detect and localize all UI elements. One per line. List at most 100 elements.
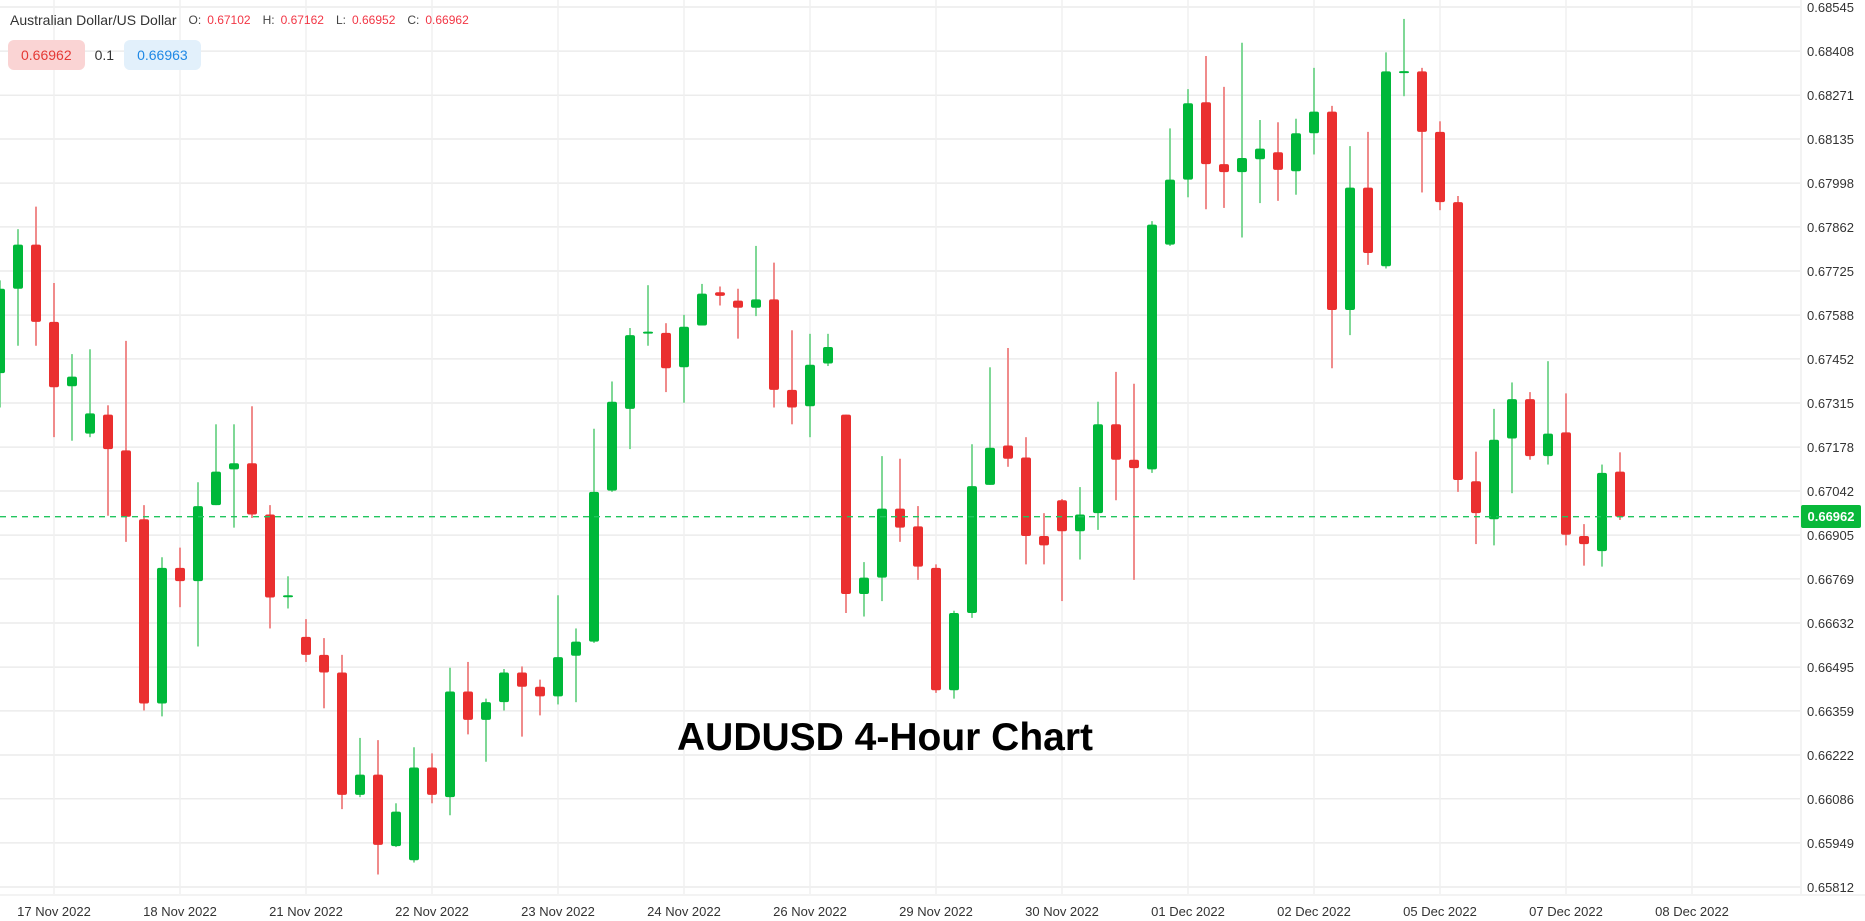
candle-body: [1021, 457, 1031, 537]
y-tick-label: 0.67042: [1807, 484, 1854, 499]
candle-body: [499, 672, 509, 703]
candle-down: [1615, 452, 1625, 520]
candle-body: [1057, 500, 1067, 532]
candle-body: [571, 641, 581, 656]
open-value: 0.67102: [207, 13, 251, 27]
candle-body: [1543, 433, 1553, 457]
candle-body: [769, 299, 779, 390]
candle-body: [283, 595, 293, 598]
candle-down: [931, 564, 941, 693]
candle-down: [103, 405, 113, 516]
candle-body: [841, 414, 851, 594]
candle-up: [1507, 382, 1517, 494]
candle-body: [1579, 536, 1589, 545]
buy-button[interactable]: 0.66963: [124, 40, 201, 70]
low-value: 0.66952: [351, 13, 396, 27]
candle-down: [49, 282, 59, 438]
candle-down: [175, 547, 185, 608]
candle-down: [715, 286, 725, 306]
candle-body: [1363, 187, 1373, 254]
x-tick-label: 22 Nov 2022: [395, 904, 469, 919]
y-tick-label: 0.67725: [1807, 264, 1854, 279]
candle-down: [1273, 122, 1283, 201]
candle-body: [265, 514, 275, 598]
candle-up: [409, 747, 419, 863]
candle-down: [769, 262, 779, 408]
candle-body: [427, 767, 437, 795]
candle-body: [661, 332, 671, 369]
sell-button[interactable]: 0.66962: [8, 40, 85, 70]
candle-body: [1345, 187, 1355, 310]
candle-down: [1129, 383, 1139, 580]
candle-down: [787, 330, 797, 425]
candle-body: [877, 508, 887, 578]
candle-body: [49, 321, 59, 388]
candle-body: [409, 767, 419, 861]
candle-down: [733, 288, 743, 339]
x-tick-label: 17 Nov 2022: [17, 904, 91, 919]
candle-body: [1183, 103, 1193, 180]
y-tick-label: 0.66632: [1807, 616, 1854, 631]
candle-up: [571, 628, 581, 703]
candle-up: [859, 562, 869, 617]
candle-body: [1165, 179, 1175, 245]
symbol-legend: Australian Dollar/US Dollar O: 0.67102 H:…: [10, 12, 469, 28]
y-tick-label: 0.67588: [1807, 308, 1854, 323]
candle-up: [13, 229, 23, 346]
candle-body: [1435, 131, 1445, 203]
candle-down: [265, 505, 275, 629]
candle-body: [373, 774, 383, 845]
candle-down: [337, 654, 347, 810]
candle-body: [1237, 158, 1247, 173]
candle-up: [877, 456, 887, 602]
candle-body: [1327, 111, 1337, 310]
candle-down: [139, 505, 149, 711]
candle-body: [1273, 152, 1283, 170]
candle-up: [355, 737, 365, 798]
candle-up: [499, 669, 509, 711]
candle-body: [193, 506, 203, 582]
candle-up: [1399, 18, 1409, 97]
x-tick-label: 30 Nov 2022: [1025, 904, 1099, 919]
x-tick-label: 01 Dec 2022: [1151, 904, 1225, 919]
candle-body: [0, 288, 5, 374]
x-tick-label: 21 Nov 2022: [269, 904, 343, 919]
candle-body: [931, 567, 941, 691]
candle-body: [1255, 148, 1265, 160]
candle-body: [913, 526, 923, 567]
trade-buttons: 0.66962 0.1 0.66963: [8, 40, 201, 70]
candle-body: [1039, 536, 1049, 546]
candle-up: [589, 428, 599, 643]
candle-down: [1039, 513, 1049, 565]
candle-body: [1399, 71, 1409, 74]
x-tick-label: 08 Dec 2022: [1655, 904, 1729, 919]
candle-body: [1111, 424, 1121, 460]
candle-up: [949, 610, 959, 699]
candle-body: [751, 299, 761, 308]
candle-up: [445, 667, 455, 816]
time-axis[interactable]: 17 Nov 2022 18 Nov 2022 21 Nov 2022 22 Nov …: [17, 904, 1729, 919]
candle-down: [1057, 499, 1067, 602]
x-tick-label: 23 Nov 2022: [521, 904, 595, 919]
candle-down: [373, 740, 383, 875]
y-tick-label: 0.67178: [1807, 440, 1854, 455]
low-key: L:: [335, 13, 346, 27]
close-key: C:: [407, 13, 420, 27]
candle-down: [895, 458, 905, 542]
price-axis[interactable]: 0.68545 0.68408 0.68271 0.68135 0.67998 0.678…: [1807, 0, 1854, 895]
open-key: O:: [188, 13, 202, 27]
candle-body: [1129, 459, 1139, 469]
candle-body: [823, 347, 833, 364]
candle-up: [481, 698, 491, 762]
candle-body: [337, 672, 347, 795]
candle-body: [319, 654, 329, 673]
candle-down: [1579, 524, 1589, 566]
candle-body: [481, 702, 491, 720]
candle-down: [1453, 196, 1463, 492]
candle-body: [1075, 514, 1085, 532]
candle-body: [1597, 472, 1607, 552]
x-tick-label: 18 Nov 2022: [143, 904, 217, 919]
candle-up: [1093, 401, 1103, 530]
candle-up: [805, 333, 815, 438]
